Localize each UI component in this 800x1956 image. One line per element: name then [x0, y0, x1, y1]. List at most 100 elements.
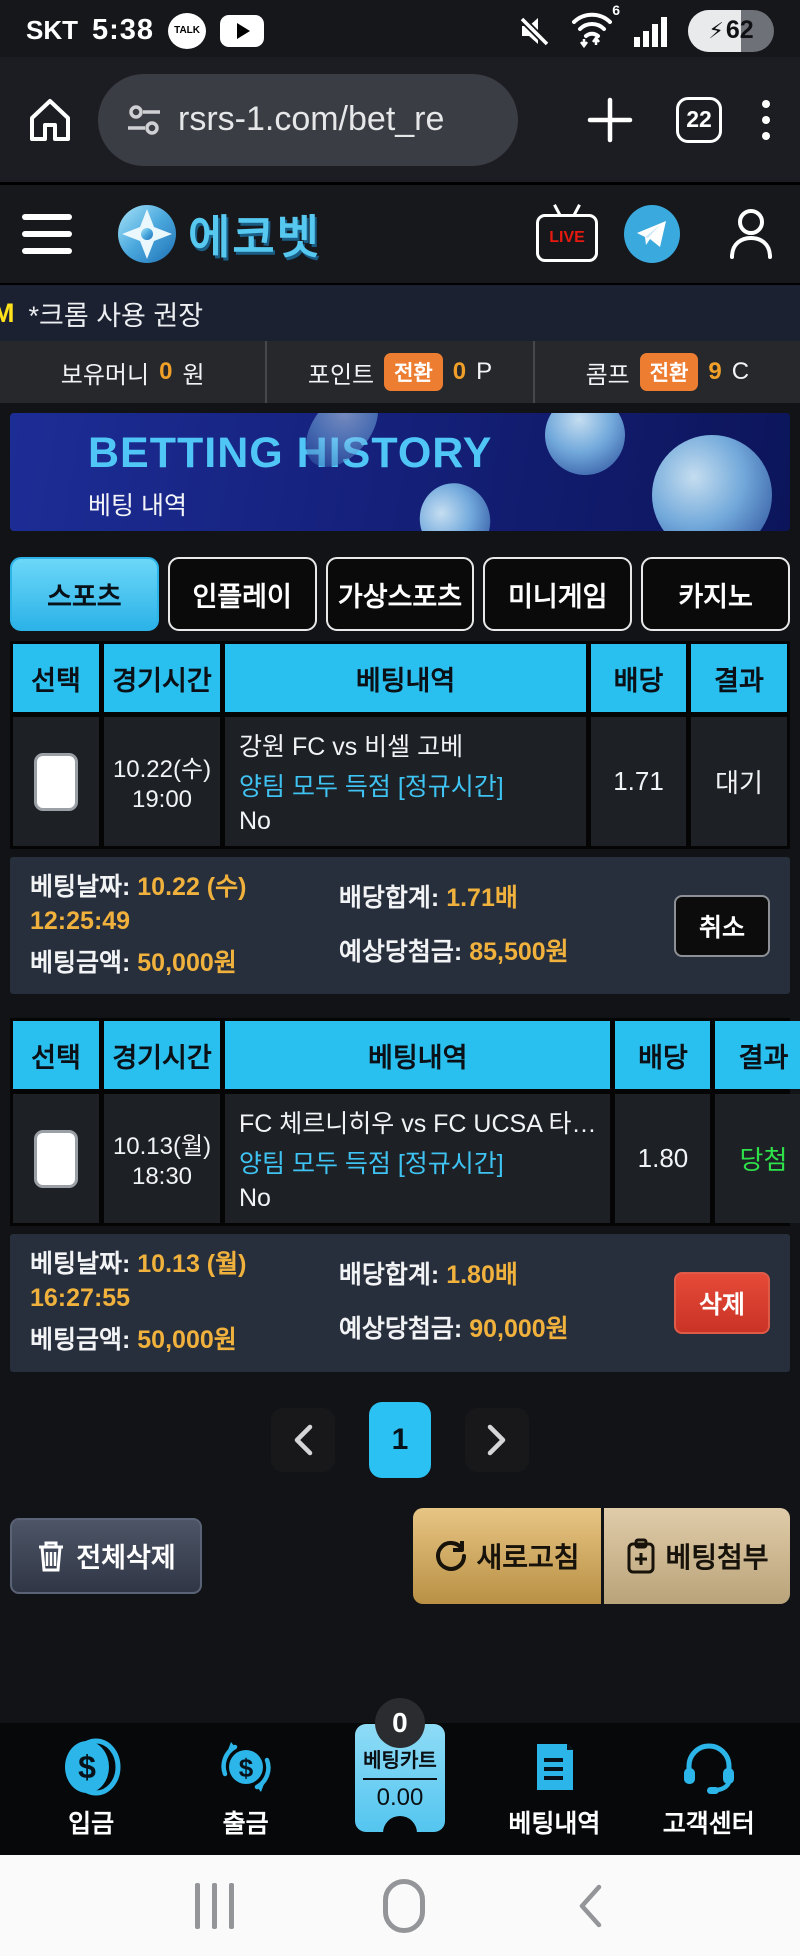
home-button[interactable]: [24, 94, 76, 146]
balance-money: 보유머니 0 원: [60, 358, 205, 389]
point-convert-button[interactable]: 전환: [384, 353, 443, 391]
tab-casino[interactable]: 카지노: [641, 557, 790, 631]
select-cell: [13, 717, 99, 846]
telegram-plane-icon: [637, 221, 666, 247]
current-page-button[interactable]: 1: [369, 1401, 431, 1478]
result-cell: 대기: [691, 717, 787, 846]
bet-card: 선택 경기시간 베팅내역 배당 결과 10.22(수) 19:00 강원 FC …: [10, 641, 790, 995]
bet-history-icon: [537, 1744, 574, 1790]
nav-customer-center[interactable]: 고객센터: [644, 1738, 774, 1840]
nav-bet-history[interactable]: 베팅내역: [489, 1738, 619, 1840]
telegram-button[interactable]: [624, 205, 680, 263]
withdraw-coin-icon: $: [220, 1742, 271, 1792]
clipboard-plus-icon: [627, 1538, 655, 1573]
col-header-time: 경기시간: [104, 1021, 220, 1090]
tab-switcher-button[interactable]: 22: [676, 96, 722, 143]
col-header-odds: 배당: [615, 1021, 711, 1090]
bet-amount-line: 베팅금액: 50,000원: [30, 948, 237, 977]
back-button[interactable]: [575, 1881, 605, 1931]
delete-all-button[interactable]: 전체삭제: [10, 1517, 202, 1594]
match-name: FC 체르니히우 vs FC UCSA 타…: [239, 1110, 597, 1139]
match-time-cell: 10.13(월) 18:30: [104, 1094, 220, 1224]
result-status: 대기: [715, 768, 763, 798]
tab-virtual-sports[interactable]: 가상스포츠: [325, 557, 475, 631]
bet-amount-line: 베팅금액: 50,000원: [30, 1325, 237, 1354]
live-tv-button[interactable]: LIVE: [536, 214, 598, 262]
banner-title: BETTING HISTORY: [88, 429, 493, 477]
prev-page-button[interactable]: [271, 1407, 335, 1472]
android-home-button[interactable]: [383, 1878, 426, 1933]
bet-card: 선택 경기시간 베팅내역 배당 결과 10.13(월) 18:30 FC 체르니…: [10, 1018, 800, 1372]
bet-summary: 베팅날짜: 10.22 (수) 12:25:49 베팅금액: 50,000원 배당…: [10, 857, 790, 995]
account-button[interactable]: [724, 205, 778, 263]
tab-inplay[interactable]: 인플레이: [167, 557, 317, 631]
bet-checkbox[interactable]: [34, 1129, 78, 1188]
result-cell: 당첨: [715, 1094, 800, 1224]
headset-icon: [683, 1743, 734, 1794]
bet-table: 선택 경기시간 베팅내역 배당 결과 10.22(수) 19:00 강원 FC …: [10, 641, 790, 849]
site-settings-icon: [128, 104, 160, 135]
category-tabs: 스포츠 인플레이 가상스포츠 미니게임 카지노: [10, 557, 790, 631]
select-cell: [13, 1094, 99, 1224]
refresh-button[interactable]: 새로고침: [413, 1507, 601, 1604]
notice-marquee: M *크롬 사용 권장: [0, 285, 800, 341]
delete-bet-button[interactable]: 삭제: [674, 1271, 770, 1334]
wifi-icon: 6: [570, 2, 620, 53]
deposit-coin-icon: $: [65, 1738, 121, 1796]
nav-deposit[interactable]: $ 입금: [26, 1738, 156, 1840]
match-time-cell: 10.22(수) 19:00: [104, 717, 220, 846]
youtube-notification-icon: [220, 14, 265, 47]
cancel-bet-button[interactable]: 취소: [674, 894, 770, 957]
menu-button[interactable]: [22, 214, 72, 254]
market-name: 양팀 모두 득점 [정규시간]: [239, 773, 504, 801]
col-header-time: 경기시간: [104, 644, 220, 712]
next-page-button[interactable]: [465, 1407, 529, 1472]
status-bar: SKT 5:38 TALK 6: [0, 0, 800, 57]
cart-count-badge: 0: [374, 1698, 425, 1748]
col-header-select: 선택: [13, 1021, 99, 1090]
tab-sports[interactable]: 스포츠: [10, 557, 159, 631]
new-tab-button[interactable]: [584, 94, 636, 146]
col-header-select: 선택: [13, 644, 99, 712]
nav-bet-cart[interactable]: 0 베팅카트 0.00: [335, 1698, 465, 1832]
bet-summary: 베팅날짜: 10.13 (월) 16:27:55 베팅금액: 50,000원 배당…: [10, 1234, 790, 1372]
bet-attach-button[interactable]: 베팅첨부: [604, 1507, 790, 1604]
notice-text: *크롬 사용 권장: [28, 300, 204, 331]
signal-icon: [634, 16, 667, 47]
bet-detail-cell: FC 체르니히우 vs FC UCSA 타… 양팀 모두 득점 [정규시간] N…: [225, 1094, 611, 1224]
site-logo[interactable]: 에코벳: [116, 201, 321, 267]
bet-date-line: 베팅날짜: 10.22 (수) 12:25:49: [30, 873, 247, 935]
carrier-label: SKT: [26, 15, 78, 45]
nav-withdraw[interactable]: $ 출금: [181, 1738, 311, 1840]
odds-total-line: 배당합계: 1.71배: [338, 883, 518, 912]
bet-checkbox[interactable]: [34, 752, 78, 811]
expected-payout-line: 예상당첨금: 90,000원: [338, 1314, 569, 1343]
chevron-left-icon: [294, 1424, 313, 1455]
tab-minigame[interactable]: 미니게임: [483, 557, 633, 631]
market-name: 양팀 모두 득점 [정규시간]: [239, 1150, 504, 1179]
browser-toolbar: rsrs-1.com/bet_re 22: [0, 57, 800, 185]
clock: 5:38: [92, 14, 155, 46]
url-text: rsrs-1.com/bet_re: [178, 100, 445, 138]
kakaotalk-notification-icon: TALK: [168, 12, 207, 49]
col-header-detail: 베팅내역: [225, 644, 586, 712]
pick-value: No: [239, 1184, 271, 1213]
recents-button[interactable]: [194, 1882, 234, 1929]
match-name: 강원 FC vs 비셀 고베: [239, 733, 464, 761]
balance-bar: 보유머니 0 원 포인트 전환 0 P 콤프 전환 9 C: [0, 341, 800, 403]
expected-payout-line: 예상당첨금: 85,500원: [338, 937, 569, 966]
result-status: 당첨: [739, 1145, 788, 1176]
browser-menu-button[interactable]: [762, 99, 770, 140]
mute-icon: [517, 14, 551, 47]
address-bar[interactable]: rsrs-1.com/bet_re: [98, 73, 518, 166]
bet-detail-cell: 강원 FC vs 비셀 고베 양팀 모두 득점 [정규시간] No: [225, 717, 586, 846]
pick-value: No: [239, 807, 271, 835]
battery-indicator: ⚡ 62: [688, 9, 774, 52]
refresh-icon: [436, 1540, 467, 1571]
comp-convert-button[interactable]: 전환: [639, 353, 699, 391]
logo-mark-icon: [118, 205, 176, 263]
bet-table: 선택 경기시간 베팅내역 배당 결과 10.13(월) 18:30 FC 체르니…: [10, 1018, 800, 1227]
balance-comp: 콤프 전환 9 C: [532, 341, 800, 403]
col-header-detail: 베팅내역: [225, 1021, 611, 1090]
